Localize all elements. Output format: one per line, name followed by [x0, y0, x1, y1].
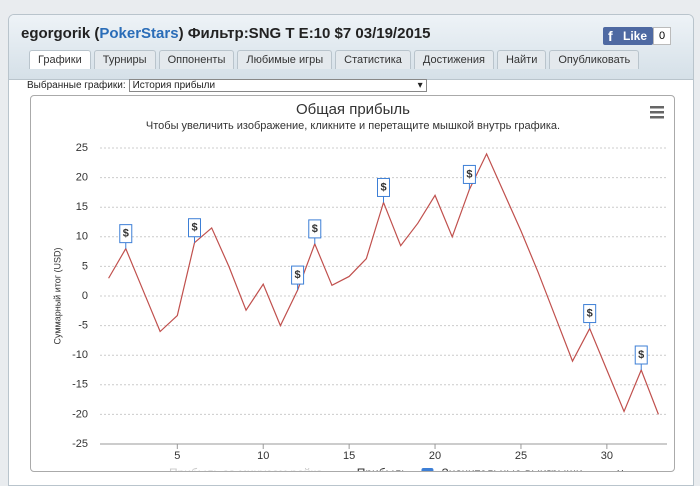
- big-win-flag: [119, 224, 133, 244]
- site[interactable]: PokerStars: [99, 25, 179, 42]
- y-tick-label: 5: [82, 260, 88, 272]
- tabs: Графики Турниры Оппоненты Любимые игры Стати…: [29, 50, 640, 69]
- x-tick-label: 30: [601, 450, 613, 462]
- menu-icon[interactable]: [650, 106, 664, 119]
- flag-label: $: [295, 269, 301, 281]
- chart-subtitle: Чтобы увеличить изображение, кликните и …: [146, 120, 560, 132]
- y-tick-label: -5: [78, 320, 88, 332]
- x-tick-label: 10: [257, 450, 269, 462]
- flag-label: $: [312, 223, 318, 235]
- chart: Общая прибыль Чтобы увеличить изображени…: [52, 101, 667, 471]
- user: egorgorik (: [21, 25, 100, 42]
- flag-label: $: [638, 349, 644, 361]
- x-tick-label: 15: [343, 450, 355, 462]
- selector-label: Выбранные графики:: [27, 80, 126, 91]
- y-tick-label: -15: [72, 379, 88, 391]
- y-tick-label: 10: [76, 231, 88, 243]
- flag-label: $: [123, 228, 129, 240]
- chart-selector: Выбранные графики: История прибыли: [27, 79, 427, 92]
- like-count: 0: [653, 27, 672, 45]
- y-tick-label: 15: [76, 201, 88, 213]
- page-title: egorgorik (PokerStars) Фильтр:SNG T E:10…: [21, 25, 430, 42]
- legend-label[interactable]: Прибыль за минусом рейка: [169, 466, 323, 471]
- chart-panel: Общая прибыль Чтобы увеличить изображени…: [30, 95, 675, 472]
- header: egorgorik (PokerStars) Фильтр:SNG T E:10…: [9, 15, 693, 80]
- filter: ) Фильтр:SNG T E:10 $7 03/19/2015: [178, 25, 431, 42]
- legend-label[interactable]: Прибыль: [357, 466, 408, 471]
- chart-title: Общая прибыль: [296, 101, 410, 118]
- dropdown[interactable]: История прибыли: [128, 79, 427, 92]
- tab[interactable]: Графики: [29, 50, 91, 69]
- big-win-flag: [188, 218, 201, 238]
- y-axis-label: Суммарный итог (USD): [52, 247, 62, 344]
- y-tick-label: 20: [76, 172, 88, 184]
- big-win-flag: [377, 177, 390, 197]
- flag-label: $: [380, 181, 386, 193]
- flag-label: $: [466, 168, 472, 180]
- y-tick-label: 0: [82, 290, 88, 302]
- x-tick-label: 25: [515, 450, 527, 462]
- big-win-flag: [634, 345, 648, 365]
- big-win-flag: [583, 304, 597, 324]
- tab[interactable]: Найти: [496, 50, 547, 69]
- y-tick-label: -25: [72, 438, 88, 450]
- tab[interactable]: Турниры: [93, 50, 156, 69]
- y-tick-label: 25: [76, 142, 88, 154]
- window: egorgorik (PokerStars) Фильтр:SNG T E:10…: [8, 14, 694, 486]
- like-button[interactable]: Like: [603, 27, 654, 45]
- tab[interactable]: Достижения: [413, 50, 494, 69]
- profit-line: [108, 152, 659, 415]
- tab[interactable]: Оппоненты: [158, 50, 235, 69]
- y-tick-label: -10: [72, 349, 88, 361]
- x-axis-label: Номер игры: [617, 468, 667, 471]
- flag-label: $: [191, 222, 197, 234]
- x-tick-label: 20: [429, 450, 441, 462]
- tab[interactable]: Опубликовать: [549, 50, 640, 69]
- big-win-flag: [308, 219, 322, 239]
- big-win-flag: [291, 265, 305, 285]
- x-tick-label: 5: [174, 450, 180, 462]
- big-win-flag: [462, 164, 476, 184]
- legend-swatch: [421, 468, 434, 471]
- legend-label[interactable]: Значительные выигрыши: [441, 466, 582, 471]
- y-tick-label: -20: [72, 408, 88, 420]
- flag-label: $: [587, 307, 593, 319]
- tab[interactable]: Любимые игры: [237, 50, 333, 69]
- tab[interactable]: Статистика: [335, 50, 411, 69]
